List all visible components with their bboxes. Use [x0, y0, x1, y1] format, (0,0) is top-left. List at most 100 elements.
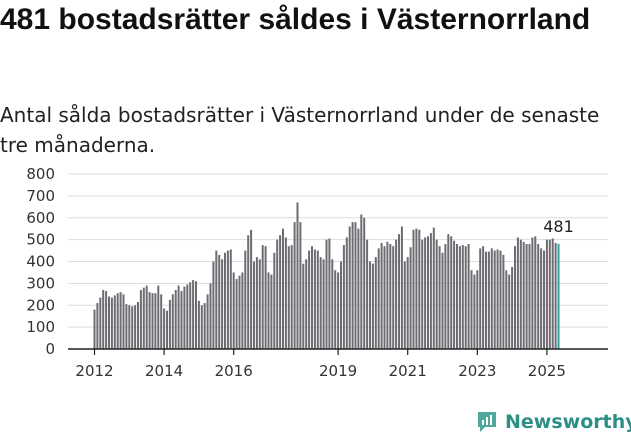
bar: [456, 244, 458, 349]
y-tick-label: 600: [26, 209, 55, 227]
x-tick-label: 2021: [389, 362, 427, 380]
bar: [110, 297, 113, 349]
y-tick-label: 300: [26, 274, 55, 292]
chart-subtitle: Antal sålda bostadsrätter i Västernorrla…: [0, 103, 600, 157]
bar: [543, 250, 545, 349]
bar: [276, 239, 279, 349]
bar: [403, 261, 406, 349]
bar: [328, 238, 331, 349]
bar: [119, 292, 122, 349]
bar: [299, 222, 302, 349]
bar: [432, 227, 435, 349]
bar: [311, 246, 313, 349]
bar: [134, 305, 137, 349]
bar: [255, 257, 258, 349]
bar: [551, 238, 554, 349]
bar: [418, 229, 421, 349]
bar: [148, 292, 151, 349]
bar: [493, 250, 496, 349]
bar: [380, 242, 383, 349]
bar: [270, 274, 273, 349]
bar: [145, 285, 148, 349]
bar: [99, 297, 102, 349]
bar: [392, 246, 395, 349]
newsworthy-brand[interactable]: Newsworthy: [476, 407, 631, 437]
bar: [122, 294, 125, 349]
chart-title: 481 bostadsrätter såldes i Västernorrlan…: [0, 3, 591, 36]
bar: [444, 244, 447, 349]
bar: [282, 228, 284, 349]
y-tick-label: 500: [26, 231, 55, 249]
bar: [531, 237, 534, 349]
bar: [284, 237, 287, 349]
bar: [363, 217, 366, 349]
bar: [163, 308, 166, 349]
bar: [450, 236, 453, 349]
bar: [105, 291, 108, 349]
bar: [264, 246, 267, 349]
bar: [435, 239, 438, 349]
bar: [496, 249, 499, 349]
y-tick-label: 0: [45, 340, 55, 358]
bar: [458, 246, 461, 349]
bar: [369, 261, 371, 349]
bar: [508, 274, 511, 349]
bar: [351, 222, 354, 349]
bar: [461, 245, 464, 349]
bar: [505, 270, 508, 349]
bar: [316, 250, 319, 349]
bar: [540, 248, 543, 349]
bar: [215, 250, 218, 349]
bar: [470, 270, 473, 349]
bar: [287, 246, 290, 349]
bar: [267, 272, 270, 349]
bar: [305, 259, 308, 349]
bar: [482, 246, 485, 349]
bar: [238, 275, 241, 349]
bar: [232, 272, 235, 349]
bar: [168, 299, 171, 349]
bar: [424, 237, 427, 349]
bar: [337, 272, 340, 349]
bar: [116, 293, 119, 349]
bar: [247, 235, 250, 349]
bar: [174, 289, 177, 349]
bar: [183, 286, 186, 349]
bar: [374, 257, 377, 349]
bar: [331, 259, 334, 349]
bar: [525, 244, 528, 349]
x-tick-label: 2012: [75, 362, 113, 380]
bar: [253, 261, 255, 349]
bar: [113, 295, 116, 349]
bar: [487, 251, 490, 349]
bar: [485, 251, 487, 349]
bar: [334, 270, 337, 349]
bar: [528, 244, 531, 349]
bar: [357, 228, 360, 349]
bar: [192, 280, 195, 349]
bar: [171, 294, 174, 349]
bar: [371, 263, 374, 349]
bar: [511, 266, 514, 349]
bar: [386, 241, 389, 349]
bar: [203, 303, 206, 349]
bar: [180, 291, 183, 349]
bar: [229, 249, 232, 349]
bar: [137, 301, 139, 349]
bar: [206, 294, 209, 349]
bar: [447, 234, 450, 349]
bar: [197, 300, 200, 349]
bar: [279, 235, 282, 349]
bar: [464, 246, 467, 349]
bar: [102, 289, 105, 349]
bar: [354, 222, 357, 349]
bar: [427, 236, 429, 349]
bar: [429, 233, 432, 349]
bar: [313, 249, 316, 349]
bar: [476, 270, 479, 349]
bar: [519, 239, 522, 349]
y-tick-label: 800: [26, 165, 55, 183]
bar: [516, 237, 519, 349]
bar: [296, 202, 299, 349]
bar: [490, 248, 493, 349]
